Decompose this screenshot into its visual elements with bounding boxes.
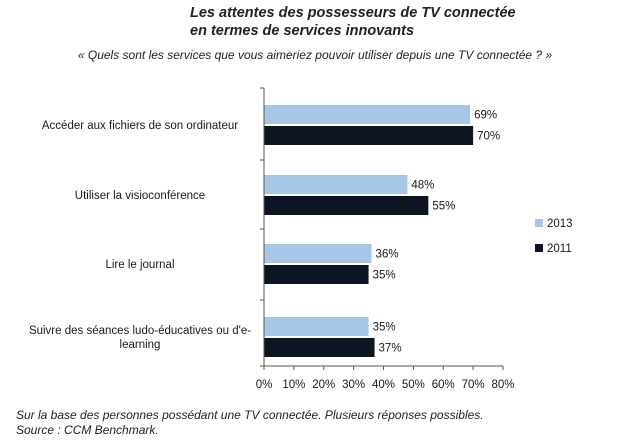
x-tick-label-4: 30% (342, 379, 365, 391)
value-label-2011-1: 70% (477, 131, 500, 143)
x-tick-label-7: 60% (432, 379, 455, 391)
footnote-note: Sur la base des personnes possédant une … (16, 408, 484, 422)
x-tick-label-2: 10% (282, 379, 305, 391)
value-label-2013-3: 36% (376, 249, 399, 261)
category-label-2: Utiliser la visioconférence (75, 190, 205, 202)
chart-subtitle: « Quels sont les services que vous aimer… (77, 48, 553, 62)
x-tick-label-6: 50% (402, 379, 425, 391)
legend-swatch-2013 (535, 219, 543, 227)
bar-2011-3 (264, 265, 369, 284)
category-label-1: Accéder aux fichiers de son ordinateur (42, 120, 238, 132)
value-label-2013-1: 69% (474, 110, 497, 122)
footnote-source: Source : CCM Benchmark. (16, 423, 159, 437)
bar-2013-4 (264, 317, 369, 336)
x-tick-label-1: 0% (256, 379, 273, 391)
bar-2013-2 (264, 175, 408, 194)
legend-label-2013: 2013 (547, 218, 573, 230)
legend-label-2011: 2011 (547, 243, 572, 255)
x-tick-label-9: 80% (491, 379, 514, 391)
value-label-2011-2: 55% (432, 201, 455, 213)
value-label-2011-3: 35% (373, 270, 396, 282)
bar-2013-3 (264, 244, 372, 263)
x-tick-label-8: 70% (462, 379, 485, 391)
bar-2013-1 (264, 105, 471, 124)
category-label-4-line-1: Suivre des séances ludo-éducatives ou d'… (29, 325, 251, 337)
category-label-3: Lire le journal (105, 259, 174, 271)
value-label-2013-4: 35% (373, 322, 396, 334)
category-label-4-line-2: learning (120, 339, 161, 351)
chart-title: Les attentes des possesseurs de TV conne… (190, 5, 516, 39)
footnote: Sur la base des personnes possédant une … (16, 408, 484, 438)
value-label-2013-2: 48% (411, 180, 434, 192)
value-label-2011-4: 37% (379, 343, 402, 355)
bar-2011-4 (264, 338, 375, 357)
bar-2011-1 (264, 126, 474, 145)
legend-swatch-2011 (535, 244, 543, 252)
x-tick-label-3: 20% (312, 379, 335, 391)
x-tick-label-5: 40% (372, 379, 395, 391)
bar-2011-2 (264, 196, 429, 215)
